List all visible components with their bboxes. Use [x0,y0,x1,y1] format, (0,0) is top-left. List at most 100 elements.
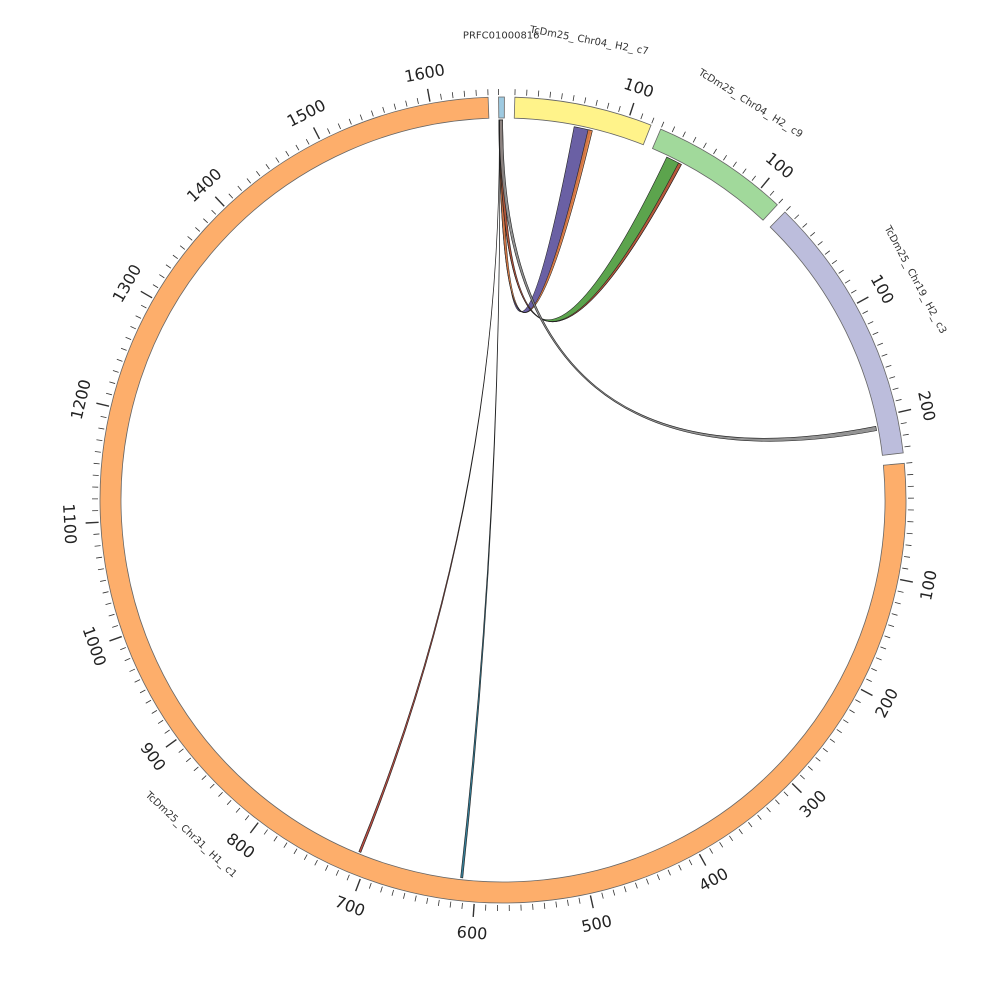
tick-mark [96,440,102,441]
tick-mark [264,830,267,835]
tick-mark [739,829,742,834]
tick-mark [816,757,821,761]
tick-mark [296,145,299,150]
tick-mark [135,680,140,683]
tick-mark [126,337,132,339]
tick-label: 100 [762,148,798,182]
tick-mark [140,690,145,693]
tick-mark [166,740,176,748]
tick-mark [779,199,783,203]
tick-mark [106,603,112,605]
tick-mark [347,875,349,881]
tick-mark [276,158,279,163]
tick-mark [767,807,771,812]
tick-mark [103,592,109,593]
tick-mark [723,155,726,160]
tick-mark [356,879,361,891]
tick-mark [579,898,580,904]
tick-mark [613,890,615,896]
tick-mark [888,625,894,627]
tick-mark [369,883,371,889]
tick-mark [668,870,670,875]
tick-mark [877,343,883,345]
tick-mark [562,93,563,99]
tick-mark [845,280,850,283]
tick-mark [304,855,307,860]
tick-mark [250,823,258,833]
tick-mark [86,522,99,523]
tick-mark [904,556,910,557]
tick-mark [109,637,121,641]
tick-mark [406,101,407,107]
tick-mark [585,97,586,103]
tick-mark [338,123,340,128]
segment-label-c3: TcDm25_ Chr19_ H2_ c3 [881,223,948,335]
tick-mark [573,95,574,101]
tick-mark [786,206,790,210]
tick-label: 400 [696,864,732,895]
tick-mark [550,92,551,98]
tick-mark [360,115,362,121]
tick-mark [152,710,157,713]
tick-mark [538,91,539,97]
tick-mark [450,902,451,908]
tick-mark [743,169,747,174]
tick-mark [113,371,119,373]
tick-mark [314,127,320,139]
tick-mark [159,275,164,278]
tick-mark [818,241,823,245]
tick-mark [733,162,736,167]
tick-mark [800,775,804,779]
tick-mark [417,98,418,104]
tick-mark [403,893,404,899]
tick-mark [136,316,141,319]
segment-PRFC01000816 [499,97,505,118]
tick-mark [544,903,545,909]
tick-mark [381,887,383,893]
tick-mark [784,792,788,796]
tick-mark [274,836,277,841]
tick-label: 600 [456,922,488,943]
tick-mark [699,854,705,865]
tick-mark [710,848,713,853]
tick-mark [602,893,603,899]
tick-mark [202,776,206,780]
tick-label: 1600 [403,60,446,86]
tick-label: 1200 [67,377,95,421]
tick-mark [441,94,442,100]
tick-mark [428,89,430,102]
tick-mark [646,879,648,885]
tick-mark [900,580,913,583]
tick-mark [473,904,474,917]
tick-mark [95,452,101,453]
tick-mark [315,860,318,865]
tick-mark [166,265,171,268]
tick-label: 1500 [284,95,329,130]
tick-mark [630,103,634,115]
tick-mark [843,720,848,723]
tick-mark [748,822,752,827]
tick-mark [256,171,260,176]
tick-label: 100 [916,568,941,602]
tick-label: 500 [580,911,614,936]
tick-mark [325,865,328,870]
tick-mark [607,103,609,109]
tick-mark [238,186,242,191]
tick-mark [775,800,779,804]
tick-mark [130,326,135,329]
tick-mark [679,865,682,870]
tick-mark [180,246,185,250]
tick-mark [286,151,289,156]
tick-mark [906,545,912,546]
tick-mark [415,896,416,902]
link-PRFC01000816-c1 [359,120,500,852]
tick-mark [871,668,876,670]
tick-mark [902,568,908,569]
tick-mark [218,792,222,796]
tick-mark [898,591,904,592]
tick-label: 900 [136,739,169,775]
tick-mark [752,176,756,181]
tick-mark [849,710,854,713]
tick-mark [112,625,118,627]
